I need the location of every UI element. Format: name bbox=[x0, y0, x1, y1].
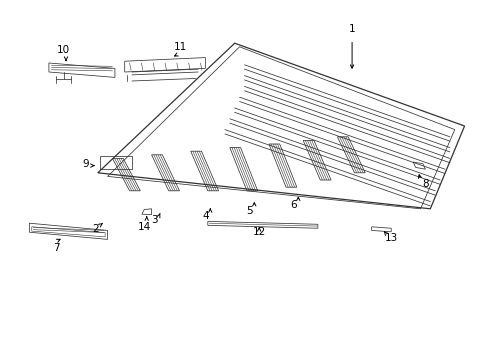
Bar bbox=[100, 156, 132, 169]
Text: 1: 1 bbox=[348, 24, 355, 34]
Text: 11: 11 bbox=[174, 42, 187, 52]
Text: 5: 5 bbox=[245, 206, 252, 216]
Text: 12: 12 bbox=[252, 227, 265, 237]
Text: 4: 4 bbox=[202, 211, 208, 221]
Text: 8: 8 bbox=[421, 179, 428, 189]
Text: 10: 10 bbox=[57, 45, 70, 55]
Text: 7: 7 bbox=[53, 243, 60, 253]
Text: 13: 13 bbox=[384, 233, 397, 243]
Text: 6: 6 bbox=[289, 200, 296, 210]
Text: 9: 9 bbox=[82, 159, 89, 169]
Text: 14: 14 bbox=[137, 222, 151, 232]
Text: 2: 2 bbox=[92, 224, 99, 234]
Text: 3: 3 bbox=[150, 215, 157, 225]
